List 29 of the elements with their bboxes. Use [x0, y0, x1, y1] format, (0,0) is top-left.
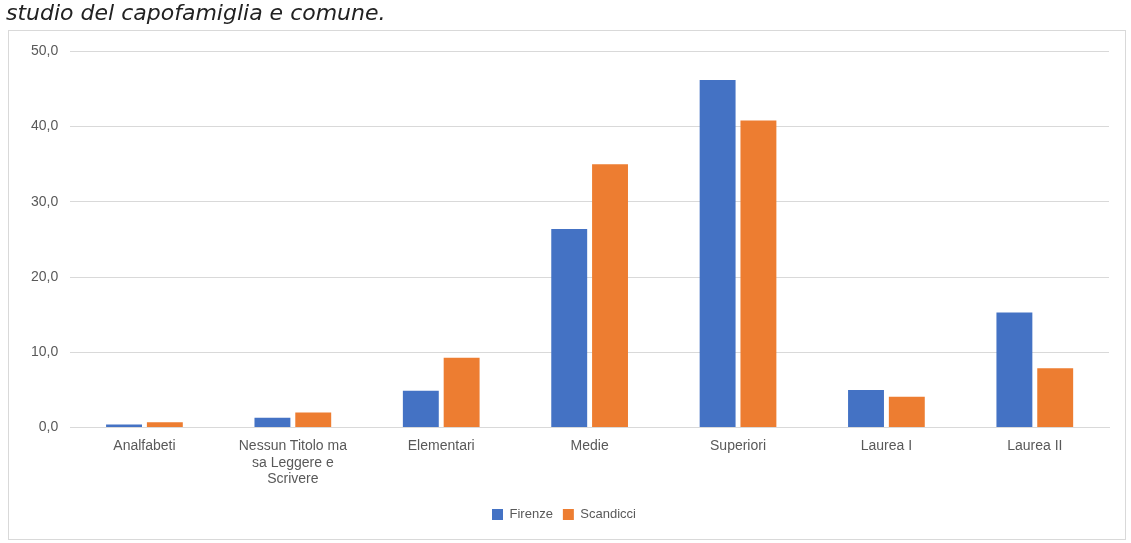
y-tick-label: 30,0 [31, 192, 59, 209]
y-tick-label: 0,0 [38, 418, 59, 435]
x-tick-label: Analfabeti [113, 436, 176, 453]
bar [146, 422, 183, 428]
chart-title: studio del capofamiglia e comune. [6, 0, 386, 25]
bar [254, 417, 291, 428]
bar [592, 164, 628, 428]
x-tick-label: Laurea I [860, 436, 913, 453]
bar [848, 389, 884, 428]
bar [443, 357, 480, 428]
y-tick-label: 10,0 [31, 343, 59, 360]
y-tick-label: 50,0 [31, 42, 59, 59]
legend-label: Scandicci [580, 506, 637, 522]
bar [551, 228, 588, 428]
x-tick-label: Elementari [407, 436, 475, 453]
y-tick-label: 20,0 [31, 267, 59, 284]
x-tick-label: Medie [570, 436, 609, 453]
y-tick-label: 40,0 [31, 117, 59, 134]
x-tick-label: Superiori [710, 436, 767, 453]
bar [1037, 368, 1074, 428]
bar [740, 120, 777, 428]
bar [295, 412, 332, 428]
bar [996, 312, 1033, 428]
bar [402, 390, 439, 428]
x-tick-label: Laurea II [1007, 436, 1063, 453]
bar [888, 396, 925, 428]
legend-label: Firenze [509, 506, 553, 522]
bar [699, 79, 736, 428]
x-tick-label: Nessun Titolo ma sa Leggere e Scrivere [238, 436, 348, 487]
